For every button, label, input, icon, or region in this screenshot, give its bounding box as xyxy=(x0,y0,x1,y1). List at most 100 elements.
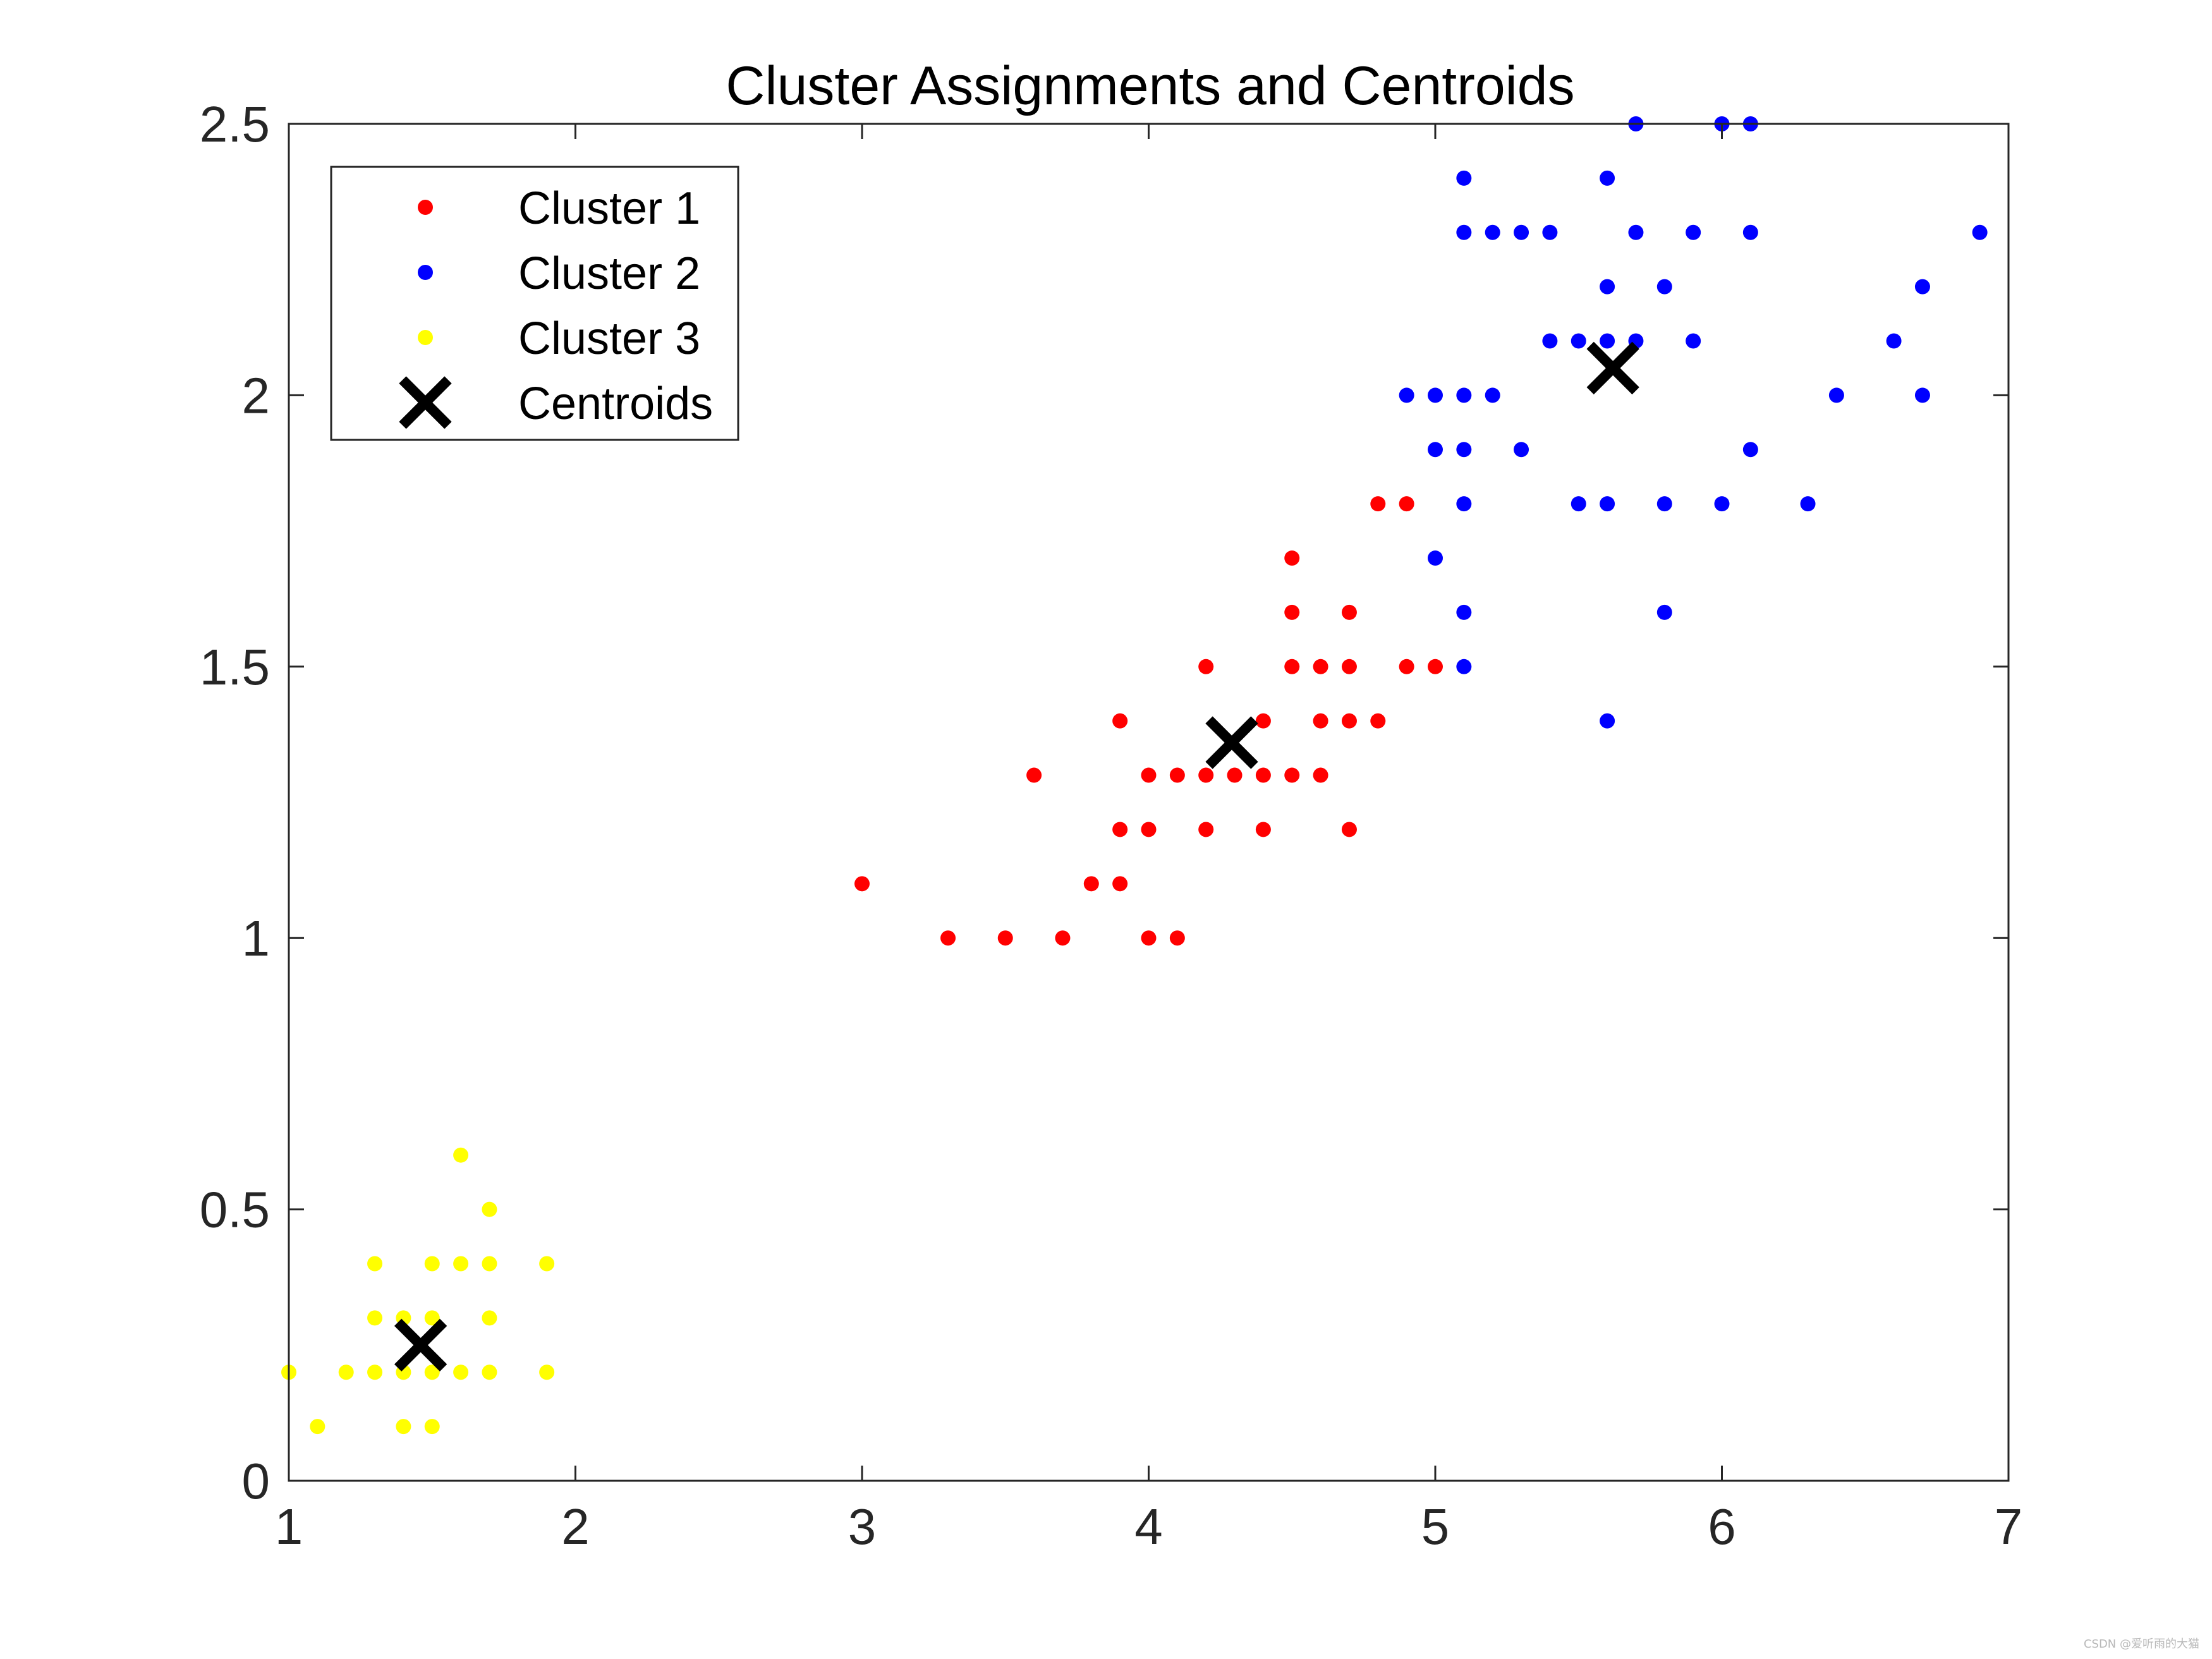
data-point xyxy=(482,1256,497,1272)
data-point xyxy=(1428,387,1443,403)
data-point xyxy=(1828,387,1844,403)
data-point xyxy=(1742,224,1758,240)
data-point xyxy=(1514,442,1529,458)
data-point xyxy=(1198,767,1214,783)
x-tick-label: 2 xyxy=(561,1498,590,1555)
data-point xyxy=(424,1256,440,1272)
data-point xyxy=(1313,713,1328,729)
data-point xyxy=(1399,387,1414,403)
y-tick-label: 1 xyxy=(242,910,270,966)
data-point xyxy=(482,1201,497,1217)
series-cluster-1 xyxy=(854,496,1443,946)
data-point xyxy=(1341,659,1357,674)
data-point xyxy=(482,1364,497,1380)
data-point xyxy=(1428,550,1443,566)
series-cluster-3 xyxy=(281,1147,555,1435)
legend-marker xyxy=(399,376,452,429)
data-point xyxy=(1542,224,1558,240)
data-point xyxy=(1886,333,1902,349)
data-point xyxy=(1198,822,1214,837)
data-point xyxy=(1742,442,1758,458)
y-tick-label: 0.5 xyxy=(200,1182,270,1238)
data-point xyxy=(1370,713,1386,729)
data-point xyxy=(1456,224,1472,240)
data-point xyxy=(1255,713,1271,729)
data-point xyxy=(367,1256,383,1272)
data-point xyxy=(1571,496,1586,512)
data-point xyxy=(1428,442,1443,458)
data-point xyxy=(1600,713,1615,729)
legend-marker xyxy=(418,265,433,280)
legend-label: Cluster 1 xyxy=(518,183,700,234)
data-point xyxy=(1600,333,1615,349)
data-point xyxy=(1255,767,1271,783)
data-point xyxy=(1456,659,1472,674)
watermark: CSDN @爱听雨的大猫 xyxy=(2083,1638,2199,1651)
data-point xyxy=(453,1256,469,1272)
data-point xyxy=(1600,170,1615,186)
data-point xyxy=(1370,496,1386,512)
x-tick-label: 7 xyxy=(1995,1498,2023,1555)
centroid-marker xyxy=(1586,341,1639,395)
data-point xyxy=(1284,767,1300,783)
data-point xyxy=(453,1364,469,1380)
data-point xyxy=(453,1147,469,1163)
data-point xyxy=(1600,279,1615,295)
data-point xyxy=(1656,604,1672,620)
centroid-stroke xyxy=(394,1318,447,1371)
data-point xyxy=(1227,767,1243,783)
data-point xyxy=(1341,822,1357,837)
data-point xyxy=(1169,930,1185,946)
data-point xyxy=(367,1364,383,1380)
axes: 1 2 3 4 5 6 7 0 0.5 1 1.5 2 2.5 xyxy=(200,96,2022,1555)
data-point xyxy=(1571,333,1586,349)
x-tick-label: 3 xyxy=(848,1498,877,1555)
y-tick-label: 0 xyxy=(242,1453,270,1509)
data-point xyxy=(1714,496,1730,512)
data-point xyxy=(1313,767,1328,783)
data-point xyxy=(1341,713,1357,729)
x-tick-label: 1 xyxy=(275,1498,303,1555)
data-point xyxy=(1284,604,1300,620)
data-point xyxy=(1514,224,1529,240)
data-point xyxy=(1198,659,1214,674)
data-point xyxy=(1656,279,1672,295)
data-point xyxy=(424,1310,440,1326)
data-point xyxy=(539,1256,555,1272)
data-point xyxy=(940,930,956,946)
legend-label: Centroids xyxy=(518,379,713,429)
legend-label: Cluster 3 xyxy=(518,313,700,364)
data-point xyxy=(1055,930,1071,946)
data-point xyxy=(1284,659,1300,674)
data-point xyxy=(1542,333,1558,349)
data-point xyxy=(1141,930,1157,946)
series-cluster-2 xyxy=(1399,116,1988,729)
y-tick-label: 1.5 xyxy=(200,639,270,695)
data-point xyxy=(1141,822,1157,837)
data-point xyxy=(1313,659,1328,674)
data-point xyxy=(424,1364,440,1380)
data-point xyxy=(310,1419,325,1435)
x-tick-label: 6 xyxy=(1708,1498,1736,1555)
centroid-marker xyxy=(394,1318,447,1371)
data-point xyxy=(1026,767,1042,783)
data-point xyxy=(1456,604,1472,620)
data-point xyxy=(1083,876,1099,892)
data-point xyxy=(1628,224,1644,240)
legend-box xyxy=(330,166,739,441)
data-point xyxy=(1800,496,1816,512)
data-point xyxy=(1656,496,1672,512)
data-point xyxy=(1914,387,1930,403)
legend-marker xyxy=(418,330,433,345)
data-point xyxy=(854,876,870,892)
legend-marker xyxy=(418,200,433,215)
legend: Cluster 1 Cluster 2 Cluster 3 Centroids xyxy=(330,166,739,441)
x-tick-label: 5 xyxy=(1421,1498,1450,1555)
data-point xyxy=(1456,496,1472,512)
data-point xyxy=(1169,767,1185,783)
data-point xyxy=(1284,550,1300,566)
series-centroids xyxy=(394,341,1639,1371)
data-point xyxy=(424,1419,440,1435)
data-point xyxy=(367,1310,383,1326)
